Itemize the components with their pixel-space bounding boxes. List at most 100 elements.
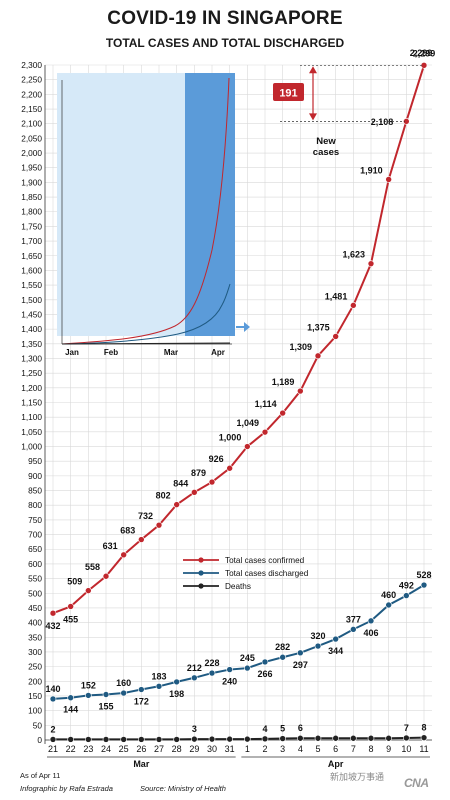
data-label-discharged: 198 <box>169 689 184 699</box>
data-point-confirmed <box>67 603 74 610</box>
y-tick-label: 2,000 <box>21 148 42 158</box>
data-point-confirmed <box>403 118 410 125</box>
month-label: Mar <box>133 759 150 769</box>
y-tick-label: 1,150 <box>21 398 42 408</box>
data-label-confirmed: 1,309 <box>289 342 312 352</box>
y-tick-label: 250 <box>28 662 42 672</box>
data-point-confirmed <box>332 333 339 340</box>
data-point-confirmed <box>297 387 304 395</box>
x-tick-label: 29 <box>189 744 199 754</box>
data-point-discharged <box>173 678 180 686</box>
x-tick-label: 4 <box>298 744 303 754</box>
x-tick-label: 9 <box>386 744 391 754</box>
data-point-deaths <box>102 736 110 743</box>
data-label-discharged: 240 <box>222 677 237 687</box>
data-point-discharged <box>120 689 127 697</box>
data-label-discharged: 377 <box>346 614 361 624</box>
data-point-discharged <box>49 695 57 703</box>
x-tick-label: 2 <box>262 744 267 754</box>
data-label-discharged: 492 <box>399 581 414 591</box>
y-tick-label: 1,300 <box>21 353 42 363</box>
x-tick-label: 21 <box>48 744 58 754</box>
y-tick-label: 1,450 <box>21 309 42 319</box>
data-point-deaths <box>173 736 180 743</box>
data-point-deaths <box>226 735 233 743</box>
inset-month-label: Jan <box>65 348 79 357</box>
y-tick-label: 2,050 <box>21 133 42 143</box>
x-tick-label: 11 <box>419 744 428 754</box>
data-point-confirmed <box>208 478 216 486</box>
data-point-discharged <box>244 664 251 672</box>
data-point-confirmed <box>244 443 251 450</box>
x-tick-label: 3 <box>280 744 285 754</box>
data-point-deaths <box>314 734 322 742</box>
data-label-confirmed: 1,189 <box>272 377 295 387</box>
data-point-confirmed <box>85 587 92 594</box>
data-point-discharged <box>67 694 74 702</box>
y-tick-label: 1,200 <box>21 383 42 393</box>
data-point-discharged <box>385 601 392 609</box>
x-tick-label: 5 <box>315 744 320 754</box>
y-tick-label: 1,650 <box>21 251 42 261</box>
data-point-confirmed <box>367 260 375 267</box>
data-label-confirmed: 844 <box>173 478 188 488</box>
x-tick-label: 1 <box>245 744 250 754</box>
data-point-discharged <box>403 592 410 599</box>
data-point-deaths <box>67 736 74 743</box>
data-point-discharged <box>155 682 163 690</box>
data-point-deaths <box>208 735 216 743</box>
data-point-confirmed <box>155 521 163 529</box>
data-point-deaths <box>244 735 251 743</box>
y-tick-label: 1,100 <box>21 412 42 422</box>
data-label-confirmed: 1,114 <box>255 399 277 409</box>
data-label-deaths: 4 <box>262 724 267 734</box>
data-point-discharged <box>297 649 304 657</box>
data-point-deaths <box>403 734 410 742</box>
y-tick-label: 1,350 <box>21 339 42 349</box>
x-tick-label: 22 <box>66 744 76 754</box>
data-label-discharged: 172 <box>134 697 149 707</box>
data-point-discharged <box>279 653 286 661</box>
data-label-confirmed: 802 <box>156 491 171 501</box>
data-point-deaths <box>385 734 392 742</box>
x-tick-label: 25 <box>119 744 129 754</box>
x-tick-label: 8 <box>368 744 373 754</box>
new-cases-label: New <box>316 136 336 147</box>
data-point-deaths <box>297 734 304 742</box>
y-tick-label: 650 <box>28 544 42 554</box>
y-tick-label: 0 <box>37 735 42 745</box>
y-tick-label: 2,100 <box>21 119 42 129</box>
data-point-confirmed <box>261 428 269 436</box>
legend-label: Total cases confirmed <box>225 556 305 565</box>
callout-arrow-up-icon <box>309 66 317 74</box>
data-point-confirmed <box>314 352 322 360</box>
x-tick-label: 7 <box>351 744 356 754</box>
y-tick-label: 1,700 <box>21 236 42 246</box>
new-cases-value: 191 <box>279 88 297 100</box>
y-tick-label: 50 <box>33 720 43 730</box>
data-point-confirmed <box>49 609 57 617</box>
data-point-deaths <box>350 734 357 742</box>
y-tick-label: 150 <box>28 691 42 701</box>
data-label-deaths: 6 <box>298 723 303 733</box>
data-label-confirmed: 1,000 <box>219 433 242 443</box>
y-tick-label: 1,900 <box>21 177 42 187</box>
y-tick-label: 1,550 <box>21 280 42 290</box>
legend-label: Deaths <box>225 582 251 591</box>
data-label-confirmed: 455 <box>63 614 78 624</box>
data-label-deaths: 7 <box>404 723 409 733</box>
inset-discharged-line <box>61 283 231 345</box>
inset-confirmed-line <box>61 77 230 345</box>
y-tick-label: 750 <box>28 515 42 525</box>
x-tick-label: 6 <box>333 744 338 754</box>
y-tick-label: 200 <box>28 676 42 686</box>
y-tick-label: 350 <box>28 632 42 642</box>
data-point-deaths <box>138 736 145 743</box>
legend-marker-discharged <box>198 570 204 576</box>
x-tick-label: 23 <box>83 744 93 754</box>
infographic-credit: Infographic by Rafa Estrada <box>20 784 113 793</box>
data-label-discharged: 266 <box>257 669 272 679</box>
data-label-discharged: 245 <box>240 653 255 663</box>
data-label-confirmed: 432 <box>45 621 60 631</box>
x-tick-label: 27 <box>154 744 164 754</box>
